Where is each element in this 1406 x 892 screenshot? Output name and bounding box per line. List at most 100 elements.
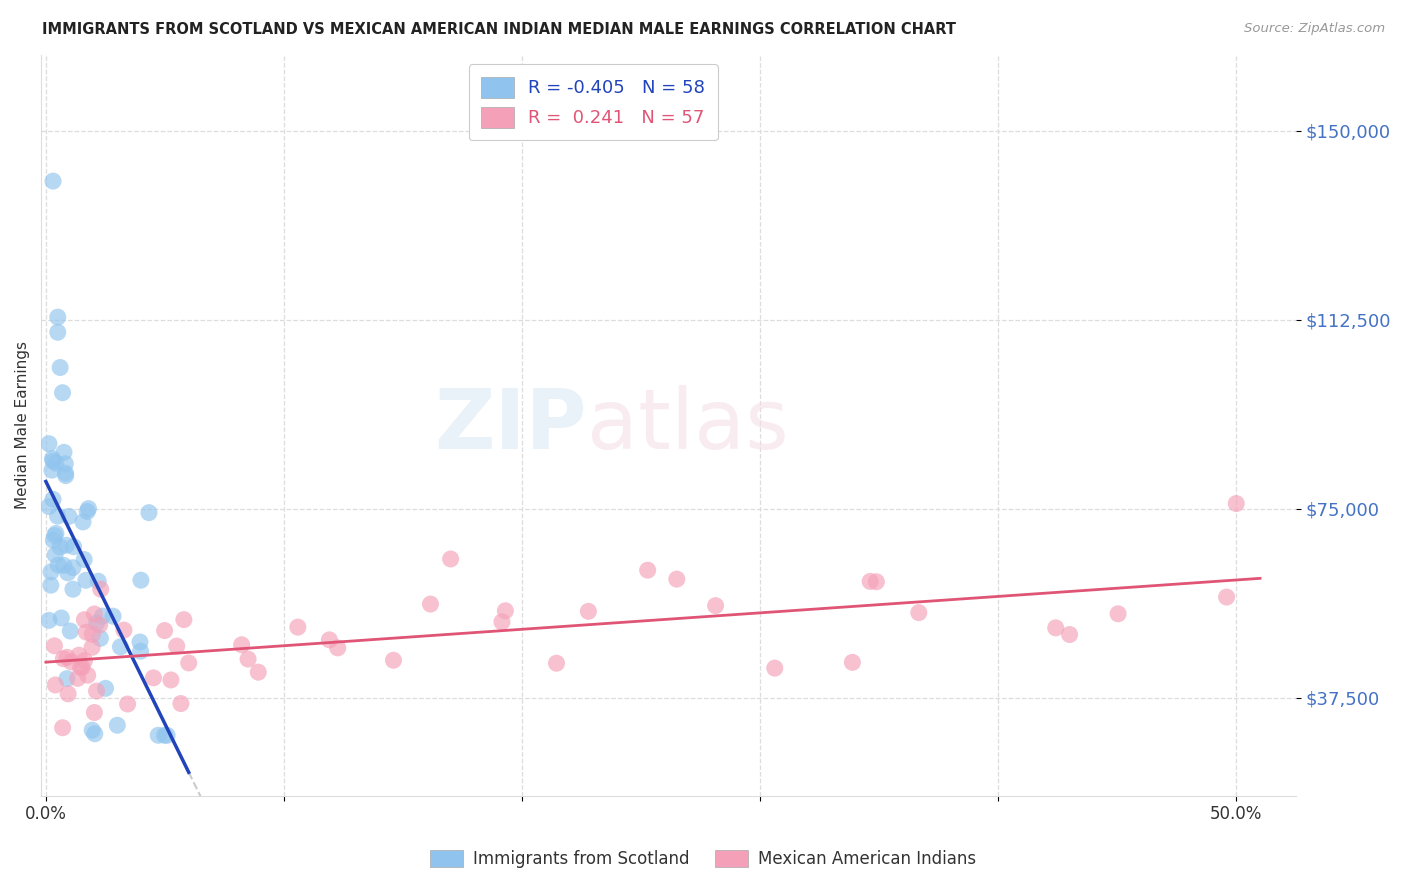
- Point: [55, 468, 77, 483]
- Point: [1107, 607, 1129, 621]
- Point: [42, 174, 65, 188]
- Point: [236, 652, 259, 666]
- Point: [546, 657, 568, 671]
- Point: [41, 463, 63, 477]
- Point: [83, 706, 105, 720]
- Point: [77, 501, 100, 516]
- Point: [51, 385, 73, 400]
- Point: [46, 325, 69, 339]
- Text: Source: ZipAtlas.com: Source: ZipAtlas.com: [1244, 22, 1385, 36]
- Point: [62, 540, 84, 554]
- Point: [153, 624, 176, 638]
- Point: [419, 597, 441, 611]
- Point: [665, 572, 688, 586]
- Point: [1045, 621, 1067, 635]
- Point: [231, 638, 253, 652]
- Point: [70, 660, 93, 674]
- Point: [1225, 497, 1247, 511]
- Point: [86, 615, 108, 630]
- Point: [160, 673, 183, 687]
- Y-axis label: Median Male Earnings: Median Male Earnings: [15, 342, 30, 509]
- Point: [42, 492, 65, 507]
- Point: [112, 623, 135, 637]
- Point: [166, 639, 188, 653]
- Point: [72, 515, 94, 529]
- Point: [56, 650, 79, 665]
- Point: [69, 660, 91, 674]
- Point: [704, 599, 727, 613]
- Legend: Immigrants from Scotland, Mexican American Indians: Immigrants from Scotland, Mexican Americ…: [423, 843, 983, 875]
- Point: [49, 360, 72, 375]
- Point: [439, 552, 461, 566]
- Point: [105, 718, 128, 732]
- Point: [76, 668, 98, 682]
- Point: [1215, 590, 1237, 604]
- Point: [39, 565, 62, 579]
- Point: [73, 613, 96, 627]
- Point: [42, 533, 65, 548]
- Point: [763, 661, 786, 675]
- Point: [148, 728, 170, 742]
- Point: [53, 457, 76, 471]
- Point: [42, 454, 65, 468]
- Point: [491, 615, 513, 629]
- Point: [44, 548, 66, 562]
- Point: [66, 671, 89, 685]
- Text: atlas: atlas: [586, 385, 789, 466]
- Point: [38, 436, 60, 450]
- Point: [73, 552, 96, 566]
- Point: [129, 635, 152, 649]
- Point: [156, 728, 179, 742]
- Legend: R = -0.405   N = 58, R =  0.241   N = 57: R = -0.405 N = 58, R = 0.241 N = 57: [468, 64, 717, 140]
- Point: [494, 604, 516, 618]
- Point: [51, 611, 73, 625]
- Point: [39, 578, 62, 592]
- Text: ZIP: ZIP: [434, 385, 586, 466]
- Point: [287, 620, 309, 634]
- Point: [86, 684, 108, 698]
- Point: [637, 563, 659, 577]
- Point: [45, 526, 67, 541]
- Point: [46, 509, 69, 524]
- Point: [55, 467, 77, 481]
- Point: [56, 566, 79, 580]
- Point: [49, 540, 72, 554]
- Point: [44, 639, 66, 653]
- Point: [38, 500, 60, 514]
- Point: [52, 721, 75, 735]
- Point: [841, 656, 863, 670]
- Point: [60, 655, 83, 669]
- Point: [58, 509, 80, 524]
- Point: [44, 678, 66, 692]
- Point: [67, 648, 90, 663]
- Point: [75, 574, 97, 588]
- Point: [73, 654, 96, 668]
- Point: [170, 697, 193, 711]
- Point: [82, 627, 104, 641]
- Point: [55, 538, 77, 552]
- Point: [859, 574, 882, 589]
- Point: [142, 671, 165, 685]
- Point: [1059, 627, 1081, 641]
- Point: [153, 728, 176, 742]
- Point: [82, 640, 104, 655]
- Point: [41, 451, 63, 466]
- Point: [129, 644, 152, 658]
- Point: [865, 574, 887, 589]
- Point: [89, 618, 111, 632]
- Point: [46, 310, 69, 325]
- Point: [59, 624, 82, 638]
- Point: [83, 607, 105, 621]
- Point: [89, 632, 111, 646]
- Point: [52, 651, 75, 665]
- Point: [177, 656, 200, 670]
- Point: [138, 506, 160, 520]
- Point: [129, 573, 152, 587]
- Point: [91, 609, 114, 624]
- Point: [82, 723, 104, 738]
- Point: [318, 632, 340, 647]
- Point: [62, 560, 84, 574]
- Point: [46, 558, 69, 572]
- Point: [44, 528, 66, 542]
- Point: [907, 606, 929, 620]
